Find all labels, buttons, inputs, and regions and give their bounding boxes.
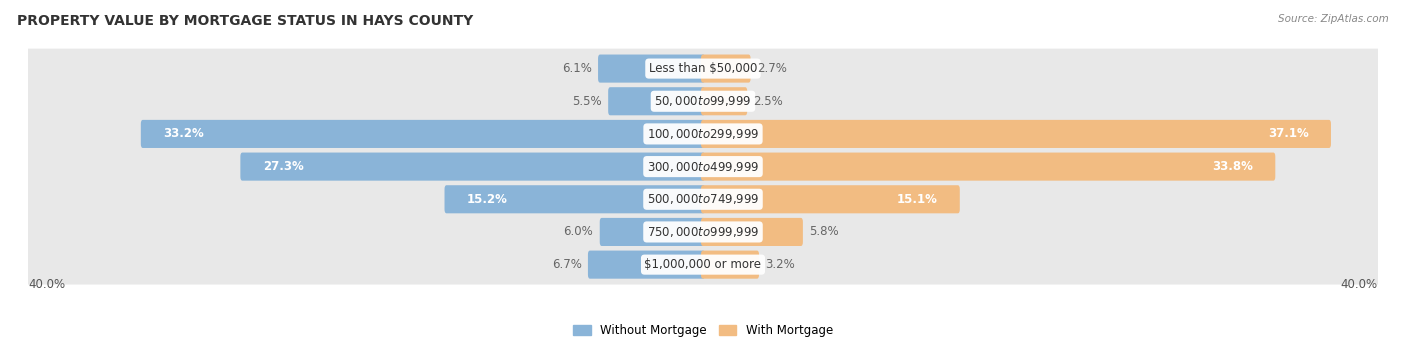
Text: $100,000 to $299,999: $100,000 to $299,999 xyxy=(647,127,759,141)
Text: 6.0%: 6.0% xyxy=(564,225,593,238)
Text: $500,000 to $749,999: $500,000 to $749,999 xyxy=(647,192,759,206)
Text: 6.7%: 6.7% xyxy=(551,258,582,271)
Text: 33.8%: 33.8% xyxy=(1212,160,1253,173)
FancyBboxPatch shape xyxy=(702,54,751,83)
FancyBboxPatch shape xyxy=(702,218,803,246)
Text: $750,000 to $999,999: $750,000 to $999,999 xyxy=(647,225,759,239)
FancyBboxPatch shape xyxy=(25,114,1381,154)
Text: $50,000 to $99,999: $50,000 to $99,999 xyxy=(654,94,752,108)
Text: PROPERTY VALUE BY MORTGAGE STATUS IN HAYS COUNTY: PROPERTY VALUE BY MORTGAGE STATUS IN HAY… xyxy=(17,14,474,28)
Text: 5.5%: 5.5% xyxy=(572,95,602,108)
Text: $300,000 to $499,999: $300,000 to $499,999 xyxy=(647,159,759,174)
FancyBboxPatch shape xyxy=(702,120,1331,148)
Text: Less than $50,000: Less than $50,000 xyxy=(648,62,758,75)
Text: 40.0%: 40.0% xyxy=(28,278,65,291)
FancyBboxPatch shape xyxy=(702,251,759,279)
Text: 37.1%: 37.1% xyxy=(1268,128,1309,140)
Text: 15.1%: 15.1% xyxy=(897,193,938,206)
FancyBboxPatch shape xyxy=(141,120,704,148)
FancyBboxPatch shape xyxy=(25,147,1381,187)
FancyBboxPatch shape xyxy=(25,179,1381,219)
FancyBboxPatch shape xyxy=(609,87,704,115)
Text: 33.2%: 33.2% xyxy=(163,128,204,140)
FancyBboxPatch shape xyxy=(444,185,704,213)
FancyBboxPatch shape xyxy=(598,54,704,83)
FancyBboxPatch shape xyxy=(25,245,1381,285)
Text: 2.7%: 2.7% xyxy=(756,62,787,75)
FancyBboxPatch shape xyxy=(25,81,1381,121)
Text: 2.5%: 2.5% xyxy=(754,95,783,108)
Text: $1,000,000 or more: $1,000,000 or more xyxy=(644,258,762,271)
FancyBboxPatch shape xyxy=(588,251,704,279)
FancyBboxPatch shape xyxy=(702,185,960,213)
Text: 27.3%: 27.3% xyxy=(263,160,304,173)
FancyBboxPatch shape xyxy=(240,153,704,181)
Text: 15.2%: 15.2% xyxy=(467,193,508,206)
Text: 3.2%: 3.2% xyxy=(765,258,796,271)
Text: 40.0%: 40.0% xyxy=(1341,278,1378,291)
FancyBboxPatch shape xyxy=(25,49,1381,88)
Text: Source: ZipAtlas.com: Source: ZipAtlas.com xyxy=(1278,14,1389,23)
FancyBboxPatch shape xyxy=(25,212,1381,252)
FancyBboxPatch shape xyxy=(702,153,1275,181)
Text: 6.1%: 6.1% xyxy=(562,62,592,75)
FancyBboxPatch shape xyxy=(702,87,747,115)
Text: 5.8%: 5.8% xyxy=(810,225,839,238)
FancyBboxPatch shape xyxy=(600,218,704,246)
Legend: Without Mortgage, With Mortgage: Without Mortgage, With Mortgage xyxy=(568,319,838,340)
